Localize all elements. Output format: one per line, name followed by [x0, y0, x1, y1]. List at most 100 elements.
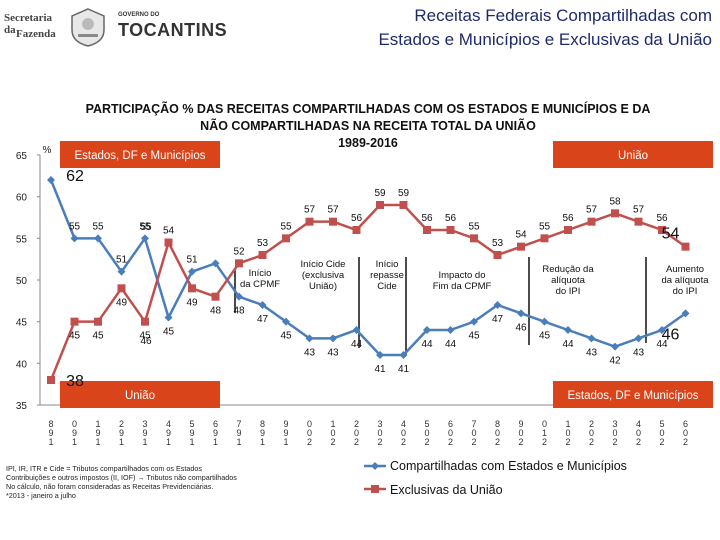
legend-label-union: Exclusivas da União: [390, 483, 503, 497]
data-label-union: 57: [327, 205, 339, 216]
data-point-shared: [188, 267, 196, 276]
data-point-union: [376, 201, 384, 209]
data-point-union: [587, 217, 596, 226]
data-point-shared: [540, 317, 549, 326]
data-point-shared: [282, 317, 290, 326]
data-label-shared: 45: [280, 331, 292, 342]
gov-name: TOCANTINS: [118, 20, 228, 40]
data-label-shared: 44: [562, 339, 574, 350]
data-point-union: [634, 217, 643, 226]
data-label-shared: 44: [445, 339, 457, 350]
data-point-union: [70, 317, 79, 326]
data-point-union: [658, 226, 666, 234]
data-label-shared: 42: [609, 356, 621, 367]
data-point-union: [681, 242, 690, 251]
series-line-union: [49, 203, 687, 381]
banner-right-top-label: União: [618, 150, 648, 162]
data-point-shared: [681, 309, 690, 318]
y-tick-label: 35: [16, 401, 28, 412]
note-line: IPI, IR, ITR e Cide = Tributos compartil…: [6, 464, 202, 473]
data-label-union: 59: [374, 188, 386, 199]
data-point-union: [470, 234, 478, 243]
data-label-shared: 43: [327, 347, 339, 358]
gov-label: GOVERNO DO: [118, 12, 160, 18]
data-label-extra: 55: [140, 222, 152, 233]
data-point-union: [423, 226, 431, 234]
data-point-union: [47, 376, 55, 384]
data-point-shared: [658, 326, 666, 334]
data-label-union: 58: [609, 196, 621, 207]
note-line: *2013 - janeiro a julho: [6, 491, 76, 500]
data-point-shared: [352, 326, 361, 334]
data-label-union: 56: [351, 213, 363, 224]
data-point-union: [399, 201, 408, 209]
data-point-shared: [446, 326, 455, 334]
banner-left-top: [60, 141, 220, 168]
data-label-shared: 47: [257, 314, 269, 325]
y-tick-label: 55: [16, 234, 28, 245]
data-label-union: 56: [562, 213, 574, 224]
data-label-shared: 51: [116, 255, 128, 266]
data-point-union: [188, 284, 196, 293]
data-label-union: 57: [304, 205, 316, 216]
banner-left-bottom-label: União: [125, 390, 155, 402]
data-point-shared: [423, 326, 431, 334]
data-point-shared: [587, 334, 596, 343]
data-label-shared: 43: [304, 347, 316, 358]
data-label-union: 55: [280, 221, 292, 232]
banner-right-bottom: [553, 381, 713, 408]
data-label-shared: 45: [163, 327, 175, 338]
data-point-union: [282, 234, 290, 243]
data-point-shared: [376, 351, 384, 359]
data-point-shared: [517, 309, 525, 318]
data-label-union: 54: [163, 226, 175, 237]
footnotes: IPI, IR, ITR e Cide = Tributos compartil…: [6, 464, 237, 500]
y-tick-label: 45: [16, 318, 28, 329]
data-label-shared: 44: [351, 339, 363, 350]
data-label-shared: 45: [539, 331, 551, 342]
y-tick-label: 40: [16, 359, 28, 370]
data-label-shared: 55: [92, 221, 104, 232]
data-point-shared: [493, 301, 502, 309]
note-line: No cálculo, não foram consideradas as Re…: [6, 482, 214, 491]
title-line1: Receitas Federais Compartilhadas com: [414, 6, 712, 25]
annotation-text: Impacto do Fim da CPMF: [433, 270, 492, 292]
data-point-shared: [164, 313, 173, 322]
tocantins-seal-icon: [71, 8, 105, 47]
data-point-shared: [329, 334, 337, 343]
y-tick-label: 65: [16, 151, 28, 162]
annotation-text: Redução da alíquota do IPI: [542, 264, 594, 297]
data-point-union: [211, 292, 220, 301]
data-label-union: 52: [233, 246, 245, 257]
data-point-union: [446, 226, 455, 234]
data-label-shared: 43: [586, 347, 598, 358]
data-label-shared: 41: [398, 364, 410, 375]
data-label-shared: 46: [515, 322, 527, 333]
y-axis-label: %: [43, 145, 52, 156]
data-point-union: [141, 317, 149, 326]
data-label-union: 45: [92, 331, 104, 342]
data-point-union: [117, 284, 126, 293]
data-label-shared: 41: [374, 364, 386, 375]
data-label-shared: 55: [69, 221, 81, 232]
data-point-union: [164, 238, 173, 247]
banner-right-top: [553, 141, 713, 168]
